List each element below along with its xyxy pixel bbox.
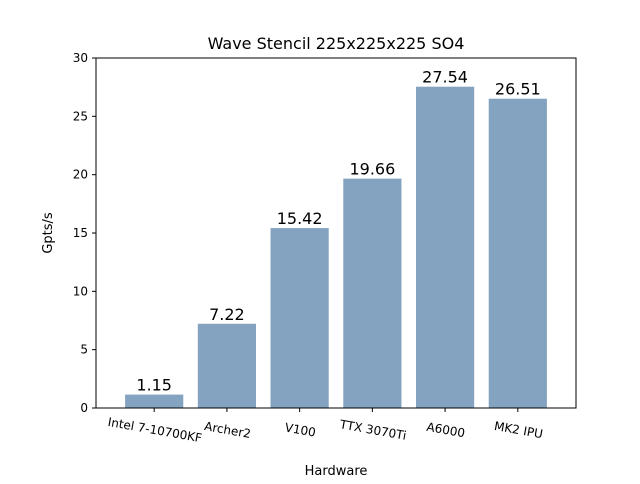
x-tick-label: Intel 7-10700KF	[107, 415, 203, 445]
bar	[343, 178, 402, 408]
bar	[197, 323, 256, 408]
x-tick-label: A6000	[425, 420, 466, 441]
bar-value-label: 27.54	[422, 68, 468, 87]
bar	[270, 228, 329, 408]
bar-value-label: 1.15	[136, 376, 172, 395]
x-tick-label: V100	[284, 420, 317, 439]
y-axis-label: Gpts/s	[41, 212, 56, 254]
x-axis-ticks: Intel 7-10700KF Archer2 V100 TTX 3070Ti A600…	[107, 408, 544, 445]
y-tick-label: 0	[80, 401, 88, 415]
y-tick-label: 5	[80, 343, 88, 357]
y-tick-label: 10	[73, 284, 88, 298]
y-tick-label: 20	[73, 168, 88, 182]
y-tick-label: 25	[73, 109, 88, 123]
bar-value-label: 15.42	[277, 209, 323, 228]
bar-value-label: 7.22	[209, 305, 245, 324]
y-tick-label: 15	[73, 226, 88, 240]
x-tick-label: MK2 IPU	[493, 419, 544, 441]
x-axis-label: Hardware	[305, 464, 368, 479]
bar	[488, 98, 547, 408]
chart-title: Wave Stencil 225x225x225 SO4	[208, 34, 465, 53]
bar-value-label: 26.51	[495, 80, 541, 99]
bars-group	[125, 86, 547, 408]
value-labels-group: 1.15 7.22 15.42 19.66 27.54 26.51	[136, 68, 540, 395]
bar-value-label: 19.66	[349, 160, 395, 179]
plot-frame	[95, 57, 577, 409]
bar	[416, 86, 475, 408]
y-axis-ticks: 0 5 10 15 20 25 30	[73, 51, 96, 415]
bar	[125, 394, 184, 408]
y-tick-label: 30	[73, 51, 88, 65]
x-tick-label: TTX 3070Ti	[338, 417, 408, 443]
x-tick-label: Archer2	[203, 419, 252, 441]
